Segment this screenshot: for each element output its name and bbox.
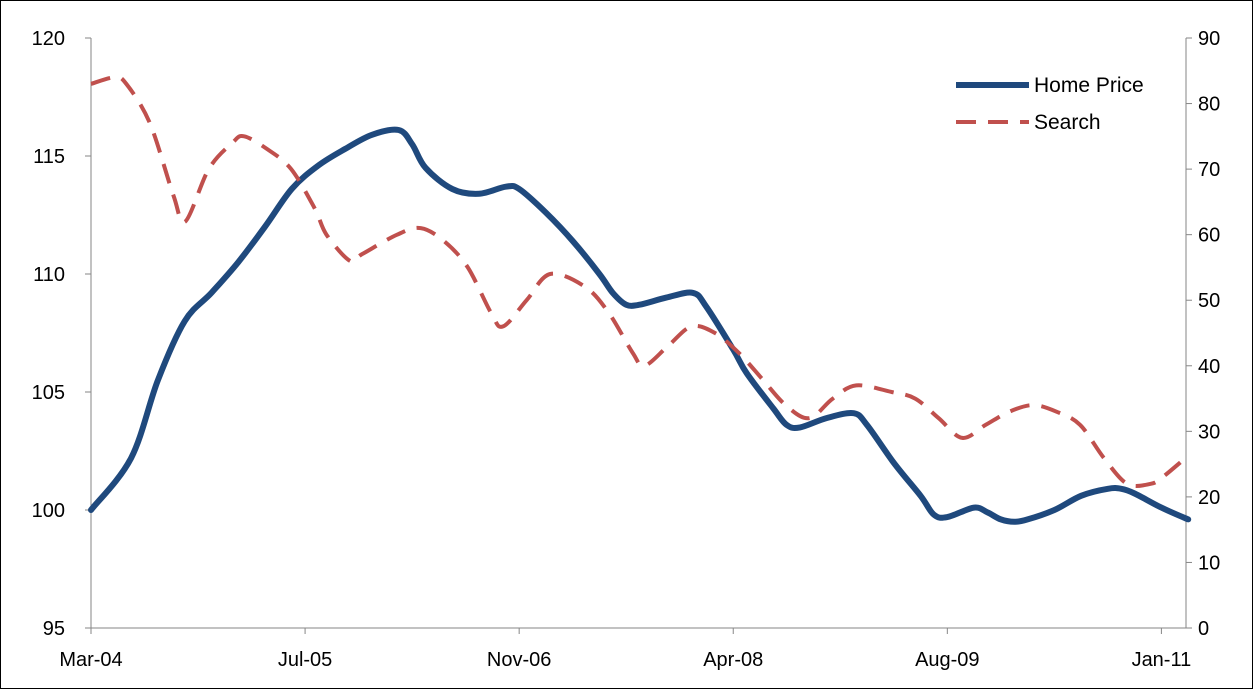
left-tick-label: 100 <box>32 500 65 522</box>
left-tick-label: 120 <box>32 28 65 50</box>
x-tick-label: Nov-06 <box>487 649 551 671</box>
x-tick-label: Mar-04 <box>59 649 122 671</box>
x-tick-label: Jan-11 <box>1132 649 1192 671</box>
left-tick-label: 110 <box>33 264 65 286</box>
legend-home-price-label: Home Price <box>1034 74 1144 97</box>
right-tick-label: 30 <box>1198 421 1220 443</box>
x-tick-label: Aug-09 <box>915 649 980 671</box>
right-tick-label: 80 <box>1198 94 1220 116</box>
right-tick-label: 20 <box>1198 487 1220 509</box>
home-price-series-line <box>88 126 1192 525</box>
x-tick-label: Apr-08 <box>703 649 763 671</box>
left-tick-label: 95 <box>43 618 65 640</box>
right-tick-label: 90 <box>1198 28 1220 50</box>
left-tick-label: 115 <box>33 146 65 168</box>
right-tick-label: 10 <box>1198 552 1220 574</box>
right-tick-label: 60 <box>1198 225 1220 247</box>
legend-search-label: Search <box>1034 111 1101 134</box>
right-tick-label: 40 <box>1198 356 1220 378</box>
left-tick-label: 105 <box>32 382 65 404</box>
search-series-line <box>90 75 1188 488</box>
right-tick-label: 50 <box>1198 290 1220 312</box>
right-tick-label: 70 <box>1198 159 1220 181</box>
right-tick-label: 0 <box>1198 618 1209 640</box>
x-tick-label: Jul-05 <box>278 649 332 671</box>
